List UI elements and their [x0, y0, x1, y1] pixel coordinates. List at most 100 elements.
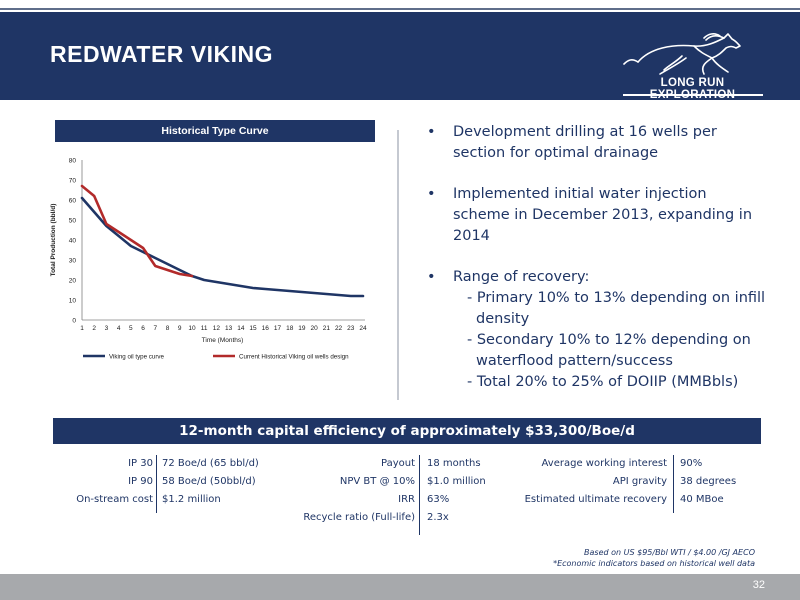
bullet-line: Development drilling at 16 wells per: [453, 124, 717, 140]
y-tick-label: 40: [69, 238, 77, 245]
x-tick-label: 16: [262, 325, 270, 332]
x-tick-label: 18: [286, 325, 294, 332]
metric-value: 2.3x: [427, 512, 449, 523]
metric-value: 38 degrees: [680, 476, 737, 487]
y-tick-label: 0: [72, 318, 76, 325]
metrics-col3-labels: Average working interest API gravity Est…: [500, 455, 667, 509]
column-divider: [156, 455, 157, 513]
recovery-line: - Total 20% to 25% of DOIIP (MMBbls): [467, 374, 739, 390]
recovery-line: - Secondary 10% to 12% depending on: [467, 332, 751, 348]
capital-efficiency-banner: 12-month capital efficiency of approxima…: [53, 418, 761, 444]
series-line-type-curve: [80, 196, 365, 298]
bullet-line: Implemented initial water injection: [453, 186, 707, 202]
x-tick-label: 14: [237, 325, 245, 332]
slide-header: REDWATER VIKING LONG RUN EXPLORATION: [0, 12, 800, 101]
metrics-col2-values: 18 months $1.0 million 63% 2.3x: [427, 455, 517, 527]
bullet-dot: •: [427, 124, 436, 140]
metric-label: Recycle ratio (Full-life): [303, 512, 415, 523]
metric-label: NPV BT @ 10%: [339, 476, 415, 487]
metric-label: Payout: [380, 458, 415, 469]
x-axis-title: Time (Months): [202, 337, 244, 344]
metric-value: 58 Boe/d (50bbl/d): [162, 476, 256, 487]
metric-label: On-stream cost: [76, 494, 153, 505]
logo-underline: [623, 94, 763, 96]
x-tick-label: 23: [347, 325, 355, 332]
metric-value: $1.0 million: [427, 476, 486, 487]
y-tick-label: 20: [69, 278, 77, 285]
x-tick-label: 13: [225, 325, 233, 332]
x-tick-label: 24: [359, 325, 367, 332]
recovery-line: - Primary 10% to 13% depending on infill: [467, 290, 766, 306]
slide-footer: 32: [0, 574, 800, 600]
recovery-sublist: - Primary 10% to 13% depending on infill…: [453, 288, 775, 393]
metric-value: 90%: [680, 458, 703, 469]
x-tick-label: 7: [153, 325, 157, 332]
footnote-line: Based on US $95/Bbl WTI / $4.00 /GJ AECO: [584, 548, 755, 557]
bullet-dot: •: [427, 269, 436, 285]
metrics-col3-values: 90% 38 degrees 40 MBoe: [680, 455, 760, 509]
x-tick-label: 20: [311, 325, 319, 332]
top-rule: [0, 8, 800, 10]
x-tick-label: 2: [92, 325, 96, 332]
x-tick-label: 17: [274, 325, 282, 332]
x-tick-label: 6: [141, 325, 145, 332]
x-tick-label: 3: [105, 325, 109, 332]
x-tick-label: 9: [178, 325, 182, 332]
bullet-item: • Development drilling at 16 wells per s…: [425, 122, 775, 164]
x-tick-label: 19: [298, 325, 306, 332]
x-tick-label: 21: [323, 325, 331, 332]
metric-value: 40 MBoe: [680, 494, 724, 505]
metric-value: $1.2 million: [162, 494, 221, 505]
vertical-divider: [397, 130, 399, 400]
x-tick-label: 11: [201, 325, 208, 332]
slide-title: REDWATER VIKING: [50, 41, 274, 67]
bullet-line: Range of recovery:: [453, 269, 590, 285]
y-tick-label: 80: [69, 158, 77, 165]
top-margin: [0, 0, 800, 8]
y-tick-label: 50: [69, 218, 77, 225]
x-tick-label: 15: [249, 325, 257, 332]
y-tick-label: 70: [69, 178, 77, 185]
bullet-line: scheme in December 2013, expanding in: [453, 207, 753, 223]
footnote-line: *Economic indicators based on historical…: [553, 559, 755, 568]
legend-label: Viking oil type curve: [109, 354, 164, 361]
legend-label: Current Historical Viking oil wells desi…: [239, 354, 349, 361]
x-tick-label: 4: [117, 325, 121, 332]
column-divider: [419, 455, 420, 535]
bullet-item: • Implemented initial water injection sc…: [425, 184, 775, 247]
metric-value: 18 months: [427, 458, 481, 469]
bullet-line: 2014: [453, 228, 490, 244]
metric-value: 63%: [427, 494, 450, 505]
metric-label: API gravity: [612, 476, 667, 487]
metric-label: IP 30: [128, 458, 153, 469]
page-number: 32: [752, 579, 765, 591]
logo-wordmark: LONG RUN EXPLORATION: [650, 77, 735, 101]
bullet-list: • Development drilling at 16 wells per s…: [425, 122, 775, 393]
metrics-col1-values: 72 Boe/d (65 bbl/d) 58 Boe/d (50bbl/d) $…: [162, 455, 292, 509]
metrics-col2-labels: Payout NPV BT @ 10% IRR Recycle ratio (F…: [290, 455, 415, 527]
y-tick-label: 10: [69, 298, 77, 305]
x-tick-label: 10: [188, 325, 196, 332]
bullet-item: • Range of recovery: - Primary 10% to 13…: [425, 267, 775, 393]
horse-icon: [623, 33, 741, 75]
metrics-col1-labels: IP 30 IP 90 On-stream cost: [45, 455, 153, 509]
metric-label: Average working interest: [541, 458, 667, 469]
x-tick-label: 8: [166, 325, 170, 332]
recovery-line: density: [476, 311, 530, 327]
metric-value: 72 Boe/d (65 bbl/d): [162, 458, 259, 469]
y-axis-title: Total Production (bbl/d): [50, 204, 57, 277]
metric-label: IP 90: [128, 476, 153, 487]
recovery-line: waterflood pattern/success: [476, 353, 673, 369]
column-divider: [673, 455, 674, 513]
type-curve-chart: Historical Type Curve 0 10 20 30 40 50 60 70 80 1…: [45, 120, 378, 375]
y-tick-label: 60: [69, 198, 77, 205]
series-line-historical: [80, 184, 194, 278]
metric-label: IRR: [398, 494, 415, 505]
y-tick-label: 30: [69, 258, 77, 265]
bullet-line: section for optimal drainage: [453, 145, 659, 161]
bullet-dot: •: [427, 186, 436, 202]
x-tick-label: 1: [80, 325, 84, 332]
x-tick-label: 12: [213, 325, 221, 332]
footnote: Based on US $95/Bbl WTI / $4.00 /GJ AECO…: [553, 547, 755, 569]
